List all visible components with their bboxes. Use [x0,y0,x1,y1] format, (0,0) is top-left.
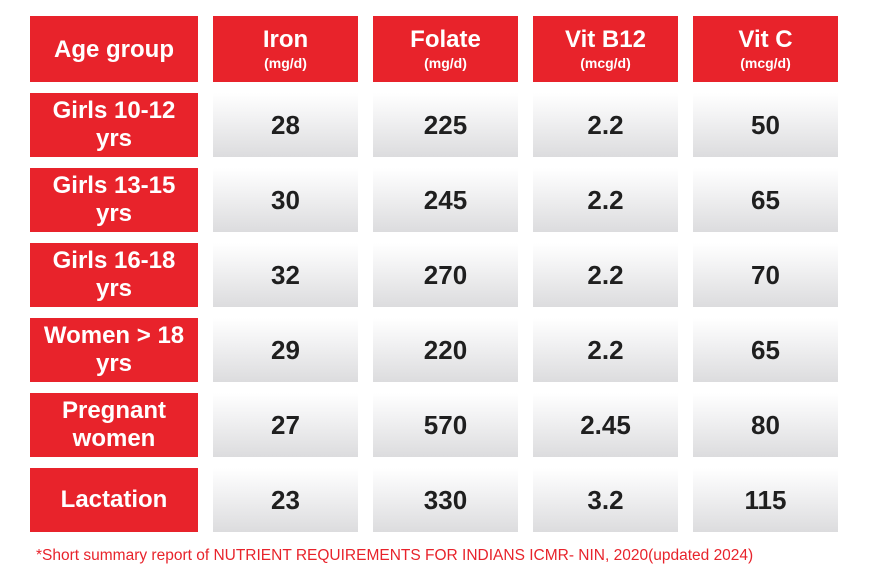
header-iron-label: Iron [262,26,309,53]
row-label-girls-13-15: Girls 13-15 yrs [30,168,198,232]
cell-folate: 245 [373,168,518,232]
header-iron-unit: (mg/d) [264,55,307,71]
header-folate-unit: (mg/d) [424,55,467,71]
row-label-girls-16-18: Girls 16-18 yrs [30,243,198,307]
cell-iron: 27 [213,393,358,457]
header-vit-b12-label: Vit B12 [565,26,646,53]
header-vit-c-unit: (mcg/d) [740,55,791,71]
row-label-girls-10-12: Girls 10-12 yrs [30,93,198,157]
cell-vit-c: 80 [693,393,838,457]
header-vit-c-label: Vit C [738,26,793,53]
header-vit-c: Vit C (mcg/d) [693,16,838,82]
cell-vit-b12: 2.45 [533,393,678,457]
cell-folate: 220 [373,318,518,382]
cell-vit-c: 50 [693,93,838,157]
cell-folate: 570 [373,393,518,457]
nutrient-requirements-table: Age group Iron (mg/d) Folate (mg/d) Vit … [30,16,838,532]
cell-vit-b12: 2.2 [533,318,678,382]
cell-folate: 270 [373,243,518,307]
cell-folate: 330 [373,468,518,532]
source-footnote: *Short summary report of NUTRIENT REQUIR… [36,547,754,564]
row-label-pregnant-women: Pregnant women [30,393,198,457]
cell-iron: 32 [213,243,358,307]
cell-vit-c: 65 [693,168,838,232]
header-age-group: Age group [30,16,198,82]
header-folate: Folate (mg/d) [373,16,518,82]
cell-vit-c: 70 [693,243,838,307]
cell-folate: 225 [373,93,518,157]
cell-vit-b12: 2.2 [533,168,678,232]
cell-vit-c: 65 [693,318,838,382]
header-vit-b12: Vit B12 (mcg/d) [533,16,678,82]
cell-iron: 30 [213,168,358,232]
header-folate-label: Folate [410,26,481,53]
row-label-lactation: Lactation [30,468,198,532]
header-iron: Iron (mg/d) [213,16,358,82]
cell-iron: 28 [213,93,358,157]
cell-iron: 29 [213,318,358,382]
cell-vit-b12: 3.2 [533,468,678,532]
header-vit-b12-unit: (mcg/d) [580,55,631,71]
cell-vit-b12: 2.2 [533,93,678,157]
cell-iron: 23 [213,468,358,532]
cell-vit-b12: 2.2 [533,243,678,307]
cell-vit-c: 115 [693,468,838,532]
row-label-women-over-18: Women > 18 yrs [30,318,198,382]
